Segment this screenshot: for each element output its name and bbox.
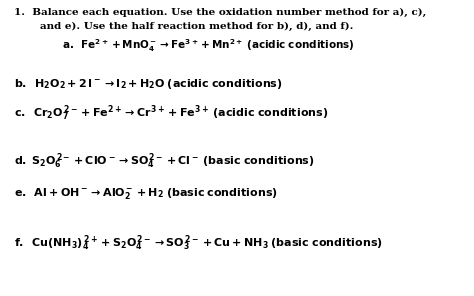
Text: $\mathbf{f.\;\; Cu(NH_3)_4^{\,2+} + S_2O_4^{\,2-} \rightarrow SO_3^{\,2-} + Cu +: $\mathbf{f.\;\; Cu(NH_3)_4^{\,2+} + S_2O…	[14, 234, 383, 253]
Text: $\mathbf{c.\;\; Cr_2O_7^{\,2-} + Fe^{2+} \rightarrow Cr^{3+} + Fe^{3+}\; (acidic: $\mathbf{c.\;\; Cr_2O_7^{\,2-} + Fe^{2+}…	[14, 104, 328, 123]
Text: $\mathbf{b.\;\; H_2O_2 + 2\, I^- \rightarrow I_2 + H_2O\; (acidic\; conditions)}: $\mathbf{b.\;\; H_2O_2 + 2\, I^- \righta…	[14, 77, 283, 91]
Text: $\mathbf{d.\; S_2O_6^{\,2-} + ClO^- \rightarrow SO_4^{\,2-} + Cl^-\; (basic\; co: $\mathbf{d.\; S_2O_6^{\,2-} + ClO^- \rig…	[14, 151, 315, 170]
Text: $\mathbf{a.\;\; Fe^{2+} + MnO_4^- \rightarrow Fe^{3+} + Mn^{2+}\; (acidic\; cond: $\mathbf{a.\;\; Fe^{2+} + MnO_4^- \right…	[62, 37, 354, 54]
Text: and e). Use the half reaction method for b), d), and f).: and e). Use the half reaction method for…	[40, 22, 354, 31]
Text: 1.  Balance each equation. Use the oxidation number method for a), c),: 1. Balance each equation. Use the oxidat…	[14, 7, 427, 17]
Text: $\mathbf{e.\;\; Al + OH^- \rightarrow AlO_2^- + H_2\; (basic\; conditions)}$: $\mathbf{e.\;\; Al + OH^- \rightarrow Al…	[14, 186, 278, 202]
